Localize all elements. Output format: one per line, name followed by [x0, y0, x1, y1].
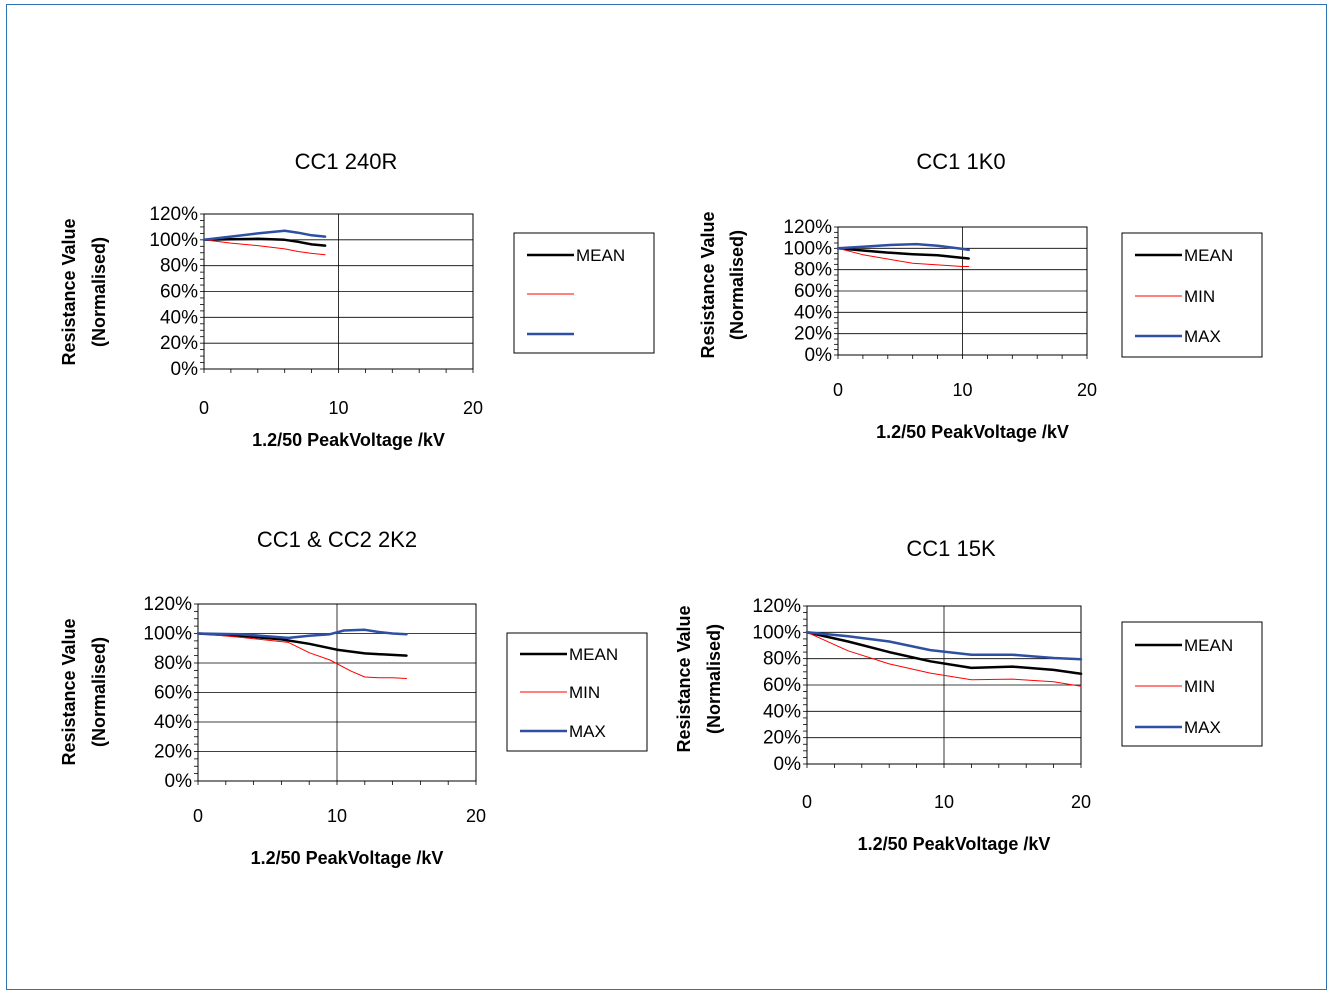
series-line-min	[197, 633, 407, 679]
y-tick-label: 100%	[149, 230, 198, 251]
y-tick-label: 20%	[794, 324, 832, 345]
legend-entry: MEAN	[1184, 246, 1233, 265]
x-axis-label: 1.2/50 PeakVoltage /kV	[876, 422, 1069, 442]
series-line-series-2	[203, 239, 326, 256]
y-tick-label: 0%	[165, 771, 193, 792]
legend: MEAN MIN MAX	[1121, 621, 1263, 747]
y-tick-label: 80%	[763, 649, 801, 670]
legend: MEAN	[513, 232, 655, 354]
y-tick-label: 0%	[171, 359, 199, 380]
series-line-max	[196, 628, 408, 640]
chart-title: CC1 1K0	[916, 149, 1005, 174]
y-tick-label: 60%	[160, 282, 198, 303]
chart-title: CC1 240R	[295, 149, 398, 174]
chart-4: CC1 15K 0% 20% 40% 60% 80% 100% 120% 0 10 20 1.2/50…	[674, 536, 1263, 854]
y-tick-label: 100%	[783, 238, 832, 259]
legend-box	[1121, 621, 1263, 747]
chart-1: CC1 240R 0% 20% 40% 60% 80% 100% 120% 0 10 20 1.2/5…	[59, 149, 655, 450]
legend-entry: MIN	[569, 683, 600, 702]
x-tick-label: 20	[1077, 380, 1097, 400]
figure-frame	[6, 4, 1327, 990]
x-tick-label: 0	[199, 398, 209, 418]
y-tick-label: 20%	[763, 728, 801, 749]
x-tick-label: 0	[193, 806, 203, 826]
y-tick-label: 120%	[783, 217, 832, 238]
y-axis-label: Resistance Value	[698, 211, 718, 358]
y-axis-label-2: (Normalised)	[89, 637, 109, 747]
series-line-min	[806, 631, 1082, 687]
legend-entry: MAX	[1184, 327, 1221, 346]
y-tick-label: 80%	[794, 260, 832, 281]
series-line-series-3	[202, 229, 327, 242]
x-tick-label: 0	[833, 380, 843, 400]
x-tick-label: 10	[327, 806, 347, 826]
x-tick-label: 20	[466, 806, 486, 826]
y-tick-label: 120%	[752, 596, 801, 617]
legend-entry: MIN	[1184, 677, 1215, 696]
y-tick-label: 40%	[794, 302, 832, 323]
chart-3: CC1 & CC2 2K2 0% 20% 40% 60% 80% 100% 120% 0 10 20…	[59, 527, 648, 868]
y-tick-label: 80%	[154, 653, 192, 674]
legend-entry: MAX	[569, 722, 606, 741]
legend-entry: MEAN	[569, 645, 618, 664]
y-axis-label-2: (Normalised)	[727, 230, 747, 340]
x-tick-label: 10	[328, 398, 348, 418]
x-axis-label: 1.2/50 PeakVoltage /kV	[251, 848, 444, 868]
y-tick-label: 40%	[763, 701, 801, 722]
y-axis-label-2: (Normalised)	[704, 624, 724, 734]
series-line-mean	[196, 632, 408, 657]
y-tick-label: 60%	[794, 281, 832, 302]
y-tick-label: 40%	[154, 712, 192, 733]
y-tick-label: 120%	[149, 204, 198, 225]
y-tick-label: 60%	[154, 683, 192, 704]
y-tick-label: 20%	[154, 742, 192, 763]
chart-title: CC1 & CC2 2K2	[257, 527, 417, 552]
legend-entry: MAX	[1184, 718, 1221, 737]
series-line-max	[805, 631, 1083, 661]
series-line-mean	[836, 247, 970, 260]
series-line-min	[837, 247, 970, 267]
y-tick-label: 20%	[160, 333, 198, 354]
series-line-mean	[805, 631, 1083, 676]
y-axis-label-2: (Normalised)	[89, 237, 109, 347]
y-axis-label: Resistance Value	[59, 218, 79, 365]
y-tick-label: 120%	[143, 594, 192, 615]
legend: MEAN MIN MAX	[506, 632, 648, 752]
x-tick-label: 20	[463, 398, 483, 418]
y-tick-label: 60%	[763, 675, 801, 696]
x-axis-label: 1.2/50 PeakVoltage /kV	[858, 834, 1051, 854]
series-line-mean	[202, 237, 327, 247]
y-tick-label: 40%	[160, 307, 198, 328]
chart-2: CC1 1K0 0%20%40%60%80%100%120% 0 10 20 1.2/50…	[698, 149, 1263, 442]
legend-entry: MIN	[1184, 287, 1215, 306]
y-tick-label: 100%	[143, 624, 192, 645]
x-tick-label: 10	[952, 380, 972, 400]
series-line-max	[836, 242, 970, 252]
x-axis-label: 1.2/50 PeakVoltage /kV	[252, 430, 445, 450]
chart-title: CC1 15K	[906, 536, 996, 561]
y-axis-label: Resistance Value	[59, 618, 79, 765]
legend-entry: MEAN	[1184, 636, 1233, 655]
x-tick-label: 20	[1071, 792, 1091, 812]
y-tick-label: 0%	[774, 754, 802, 775]
x-tick-label: 0	[802, 792, 812, 812]
y-axis-label: Resistance Value	[674, 605, 694, 752]
y-tick-label: 100%	[752, 622, 801, 643]
legend-entry: MEAN	[576, 246, 625, 265]
legend: MEAN MIN MAX	[1121, 232, 1263, 358]
y-tick-label: 80%	[160, 256, 198, 277]
x-tick-label: 10	[934, 792, 954, 812]
y-tick-label: 0%	[805, 345, 833, 366]
